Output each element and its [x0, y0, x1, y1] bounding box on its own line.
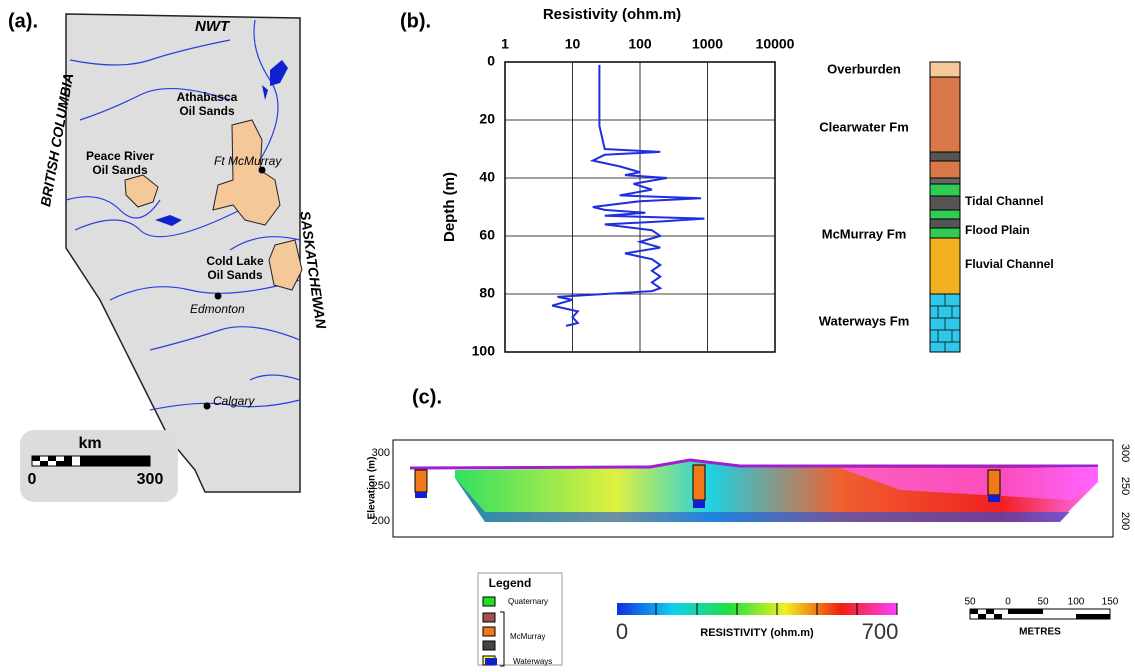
city-label: Ft McMurray	[214, 154, 282, 168]
lithology-column: Overburden Clearwater Fm Tidal Channel M…	[819, 61, 1054, 353]
scale-label: 0	[1005, 597, 1011, 608]
x-tick-label: 100	[628, 36, 652, 52]
region-label: NWT	[195, 18, 231, 35]
deposit-label: Oil Sands	[179, 104, 235, 118]
x-tick-label: 1000	[692, 36, 723, 52]
x-tick-label: 10000	[756, 36, 795, 52]
colorbar-label: 0	[616, 619, 628, 644]
legend-title: Legend	[489, 576, 532, 590]
y-tick-label: 300	[1119, 444, 1131, 462]
y-tick-label: 300	[372, 447, 390, 459]
unit-label: Clearwater Fm	[819, 119, 909, 134]
x-tick-label: 10	[565, 36, 581, 52]
y-tick-label: 100	[472, 343, 496, 359]
y-tick-label: 40	[479, 169, 495, 185]
scale-unit: km	[78, 435, 101, 452]
scale-label: 50	[1037, 597, 1049, 608]
unit-label: Overburden	[827, 61, 901, 76]
scale-label: 0	[28, 471, 37, 488]
borehole	[987, 469, 1001, 502]
oil-sands	[268, 239, 303, 291]
panel-label: (c).	[412, 386, 442, 408]
y-axis-title: Elevation (m)	[367, 457, 378, 520]
y-tick-label: 200	[372, 515, 390, 527]
unit-label: Fluvial Channel	[965, 257, 1054, 271]
deposit-label: Oil Sands	[92, 163, 148, 177]
scale-label: 100	[1068, 597, 1085, 608]
y-tick-label: 250	[372, 480, 390, 492]
legend-label: McMurray	[510, 632, 546, 641]
y-tick-label: 0	[487, 53, 495, 69]
y-tick-label: 20	[479, 111, 495, 127]
x-axis-title: Resistivity (ohm.m)	[543, 6, 681, 23]
deposit-label: Athabasca	[177, 90, 238, 104]
scale-unit: METRES	[1019, 627, 1061, 638]
y-axis-title: Depth (m)	[441, 172, 458, 242]
y-tick-label: 200	[1119, 512, 1131, 530]
unit-label: Waterways Fm	[819, 313, 910, 328]
map-panel: (a). NWT BRITISH COLUMBIA SASKATCHEWAN A…	[8, 10, 330, 502]
oil-sands	[124, 174, 159, 208]
y-tick-label: 250	[1119, 477, 1131, 495]
legend-label: Quaternary	[508, 597, 548, 606]
city-label: Calgary	[213, 394, 255, 408]
resistivity-log	[551, 64, 705, 327]
panel-label: (b).	[400, 10, 431, 32]
unit-label: Flood Plain	[965, 223, 1030, 237]
borehole	[414, 469, 428, 498]
colorbar-label: 700	[862, 619, 899, 644]
unit-label: Tidal Channel	[965, 194, 1043, 208]
colorbar	[617, 603, 897, 615]
oil-sands	[212, 119, 281, 226]
section-panel: (c). Elevation (m) 300 250 200 300 250 2…	[367, 386, 1131, 667]
colorbar-title: RESISTIVITY (ohm.m)	[700, 627, 814, 639]
log-panel: (b). Resistivity (ohm.m) Depth (m) 1 10 10…	[400, 6, 795, 359]
borehole	[692, 464, 706, 508]
x-tick-label: 1	[501, 36, 509, 52]
panel-label: (a).	[8, 10, 38, 32]
scale-label: 150	[1102, 597, 1119, 608]
province	[65, 13, 301, 493]
deposit-label: Oil Sands	[207, 268, 263, 282]
legend-label: Waterways	[513, 657, 552, 666]
deposit-label: Cold Lake	[206, 254, 264, 268]
unit-label: McMurray Fm	[822, 226, 907, 241]
city-label: Edmonton	[190, 302, 245, 316]
scale-label: 300	[137, 471, 164, 488]
deposit-label: Peace River	[86, 149, 154, 163]
y-tick-label: 60	[479, 227, 495, 243]
y-tick-label: 80	[479, 285, 495, 301]
scale-label: 50	[964, 597, 976, 608]
